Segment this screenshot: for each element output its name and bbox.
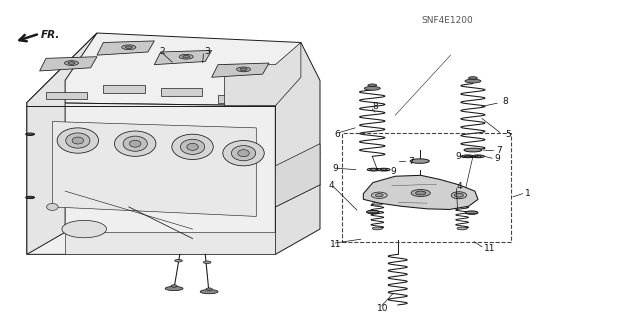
Text: 2: 2 bbox=[159, 48, 165, 56]
Ellipse shape bbox=[454, 193, 463, 197]
Text: 4: 4 bbox=[329, 181, 335, 190]
Ellipse shape bbox=[72, 137, 84, 144]
Polygon shape bbox=[154, 50, 212, 65]
Ellipse shape bbox=[62, 220, 106, 238]
Ellipse shape bbox=[175, 259, 182, 262]
Ellipse shape bbox=[172, 134, 213, 160]
Bar bbox=[218, 95, 259, 103]
Polygon shape bbox=[40, 57, 97, 71]
Text: 1: 1 bbox=[525, 189, 531, 198]
Ellipse shape bbox=[65, 61, 79, 65]
Ellipse shape bbox=[372, 227, 383, 230]
Ellipse shape bbox=[66, 133, 90, 148]
Ellipse shape bbox=[465, 211, 478, 214]
Ellipse shape bbox=[122, 45, 136, 50]
Text: 9: 9 bbox=[495, 154, 500, 163]
Text: 11: 11 bbox=[330, 240, 342, 249]
Bar bbox=[161, 88, 202, 96]
Polygon shape bbox=[364, 175, 478, 210]
Polygon shape bbox=[27, 33, 97, 254]
Ellipse shape bbox=[171, 285, 177, 287]
Ellipse shape bbox=[465, 79, 481, 83]
Polygon shape bbox=[212, 63, 269, 77]
Ellipse shape bbox=[204, 261, 211, 263]
Text: 4: 4 bbox=[456, 182, 462, 191]
Text: SNF4E1200: SNF4E1200 bbox=[422, 17, 474, 26]
Ellipse shape bbox=[475, 156, 481, 157]
Ellipse shape bbox=[381, 169, 387, 170]
Text: 8: 8 bbox=[502, 97, 508, 107]
Ellipse shape bbox=[182, 56, 189, 58]
Polygon shape bbox=[27, 103, 275, 254]
Ellipse shape bbox=[47, 204, 58, 211]
Ellipse shape bbox=[123, 136, 147, 151]
Text: 8: 8 bbox=[372, 102, 378, 111]
Ellipse shape bbox=[472, 155, 484, 158]
Ellipse shape bbox=[367, 210, 380, 214]
Ellipse shape bbox=[371, 169, 377, 170]
Text: 7: 7 bbox=[408, 157, 413, 166]
Ellipse shape bbox=[457, 202, 467, 205]
Ellipse shape bbox=[367, 168, 380, 171]
Ellipse shape bbox=[68, 62, 75, 64]
Polygon shape bbox=[275, 144, 320, 207]
Ellipse shape bbox=[376, 194, 383, 197]
Ellipse shape bbox=[200, 290, 218, 294]
Ellipse shape bbox=[368, 84, 377, 86]
Bar bbox=[46, 92, 88, 100]
Ellipse shape bbox=[115, 131, 156, 156]
Text: 3: 3 bbox=[204, 48, 210, 56]
Text: FR.: FR. bbox=[41, 30, 60, 40]
Ellipse shape bbox=[371, 192, 387, 198]
Ellipse shape bbox=[457, 227, 467, 230]
Text: 9: 9 bbox=[333, 164, 339, 173]
Polygon shape bbox=[97, 41, 154, 55]
Polygon shape bbox=[52, 122, 256, 216]
Ellipse shape bbox=[179, 54, 193, 59]
Ellipse shape bbox=[410, 159, 429, 163]
Ellipse shape bbox=[165, 286, 183, 291]
Ellipse shape bbox=[125, 46, 132, 48]
Ellipse shape bbox=[364, 86, 380, 90]
Ellipse shape bbox=[461, 155, 474, 158]
Ellipse shape bbox=[240, 68, 247, 70]
Ellipse shape bbox=[372, 202, 383, 205]
Ellipse shape bbox=[223, 141, 264, 166]
Polygon shape bbox=[27, 33, 301, 106]
Ellipse shape bbox=[451, 192, 467, 199]
Ellipse shape bbox=[238, 150, 249, 157]
Ellipse shape bbox=[464, 148, 482, 152]
Ellipse shape bbox=[411, 189, 430, 197]
Text: 5: 5 bbox=[505, 130, 511, 139]
Bar bbox=[103, 85, 145, 93]
Ellipse shape bbox=[180, 139, 205, 154]
Text: 9: 9 bbox=[390, 167, 396, 176]
Text: 7: 7 bbox=[496, 146, 502, 155]
Polygon shape bbox=[65, 232, 275, 254]
Ellipse shape bbox=[237, 67, 250, 72]
Ellipse shape bbox=[468, 77, 477, 79]
Ellipse shape bbox=[206, 288, 212, 290]
Text: 9: 9 bbox=[455, 152, 461, 161]
Ellipse shape bbox=[187, 143, 198, 150]
Ellipse shape bbox=[129, 140, 141, 147]
Polygon shape bbox=[275, 42, 320, 254]
Ellipse shape bbox=[57, 128, 99, 153]
Ellipse shape bbox=[378, 168, 390, 171]
Ellipse shape bbox=[26, 133, 35, 136]
Ellipse shape bbox=[465, 156, 471, 157]
Polygon shape bbox=[225, 42, 301, 106]
Text: 11: 11 bbox=[484, 244, 496, 253]
Ellipse shape bbox=[415, 191, 426, 195]
Ellipse shape bbox=[232, 145, 255, 161]
Ellipse shape bbox=[26, 196, 35, 199]
Text: 6: 6 bbox=[334, 130, 340, 139]
Text: 10: 10 bbox=[378, 304, 389, 313]
